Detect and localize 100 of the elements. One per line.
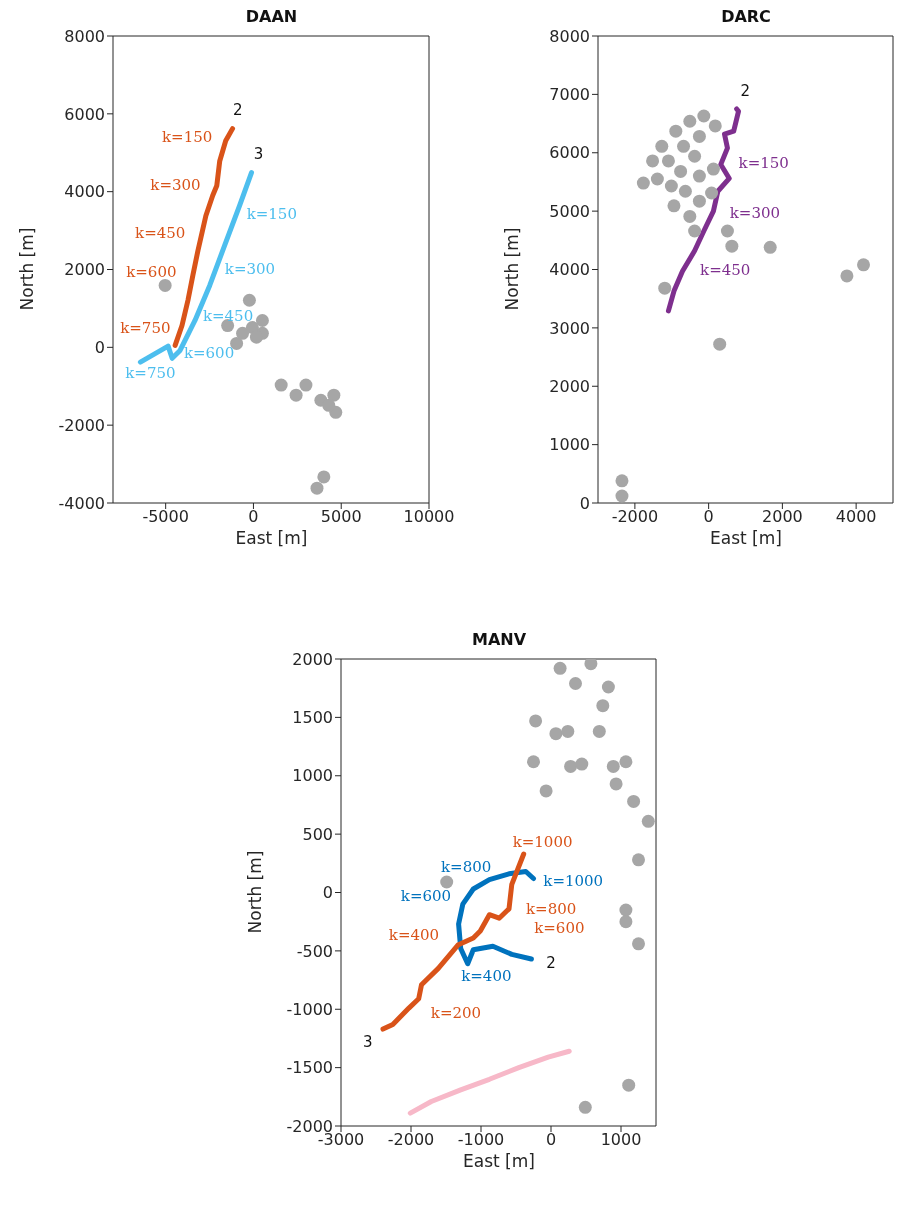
- y-axis-title: North [m]: [502, 227, 522, 310]
- annotation: k=750: [125, 364, 176, 383]
- point: [569, 677, 582, 691]
- y-tick-label: 6000: [64, 104, 105, 124]
- annotation: k=750: [120, 319, 171, 338]
- annotation: k=800: [525, 900, 577, 919]
- point: [592, 724, 606, 738]
- point: [601, 680, 615, 694]
- point: [627, 794, 641, 808]
- annotation: k=150: [738, 154, 789, 173]
- point: [619, 755, 633, 769]
- x-tick-label: 5000: [320, 507, 362, 527]
- point: [667, 199, 681, 213]
- point: [615, 474, 629, 488]
- x-tick-label: 10000: [403, 507, 455, 527]
- point: [683, 114, 697, 128]
- y-tick-label: -4000: [58, 493, 105, 513]
- point: [575, 757, 589, 771]
- point: [527, 755, 540, 769]
- y-tick-label: 1000: [549, 435, 590, 455]
- point: [274, 378, 288, 392]
- point: [692, 194, 706, 208]
- y-tick-label: 1000: [292, 766, 333, 786]
- point: [622, 1078, 636, 1092]
- series-label: 3: [363, 1033, 373, 1052]
- annotation: k=600: [400, 887, 452, 906]
- y-tick-label: -500: [296, 941, 333, 961]
- point: [664, 179, 678, 193]
- point: [632, 937, 645, 951]
- x-tick-label: -5000: [142, 507, 189, 527]
- x-tick-label: 0: [703, 507, 714, 527]
- point: [636, 176, 650, 190]
- x-tick-label: -2000: [611, 507, 659, 527]
- point: [669, 124, 683, 138]
- point: [708, 119, 722, 133]
- y-tick-label: 6000: [549, 143, 590, 163]
- point: [688, 149, 702, 163]
- point: [658, 281, 672, 295]
- series-label: 3: [253, 145, 264, 164]
- point: [697, 109, 711, 123]
- y-tick-label: 8000: [549, 26, 590, 46]
- series-label: 2: [233, 100, 243, 119]
- y-tick-label: 7000: [549, 85, 590, 105]
- point: [440, 875, 454, 889]
- x-tick-label: 1000: [600, 1130, 642, 1150]
- y-tick-label: 2000: [549, 376, 590, 396]
- y-axis-title: North [m]: [17, 227, 37, 310]
- point: [606, 759, 620, 773]
- point: [289, 388, 303, 402]
- y-tick-label: 8000: [64, 26, 105, 46]
- point: [619, 915, 633, 929]
- point: [683, 209, 697, 223]
- point: [529, 714, 543, 728]
- y-tick-label: 2000: [292, 649, 333, 669]
- y-tick-label: 5000: [549, 201, 590, 221]
- series-label: 2: [740, 82, 751, 101]
- point: [641, 814, 655, 828]
- point: [609, 777, 623, 791]
- point: [578, 1100, 592, 1114]
- point: [310, 481, 324, 495]
- point: [650, 172, 664, 186]
- x-axis-title: East [m]: [234, 528, 309, 548]
- annotation: k=150: [162, 127, 213, 146]
- point: [840, 269, 854, 283]
- annotation: k=300: [224, 259, 276, 278]
- annotation: k=450: [700, 261, 751, 280]
- point: [713, 337, 727, 351]
- x-axis-title: East [m]: [462, 1151, 536, 1171]
- y-tick-label: -1000: [286, 999, 333, 1019]
- point: [619, 903, 633, 917]
- annotation: k=1000: [512, 832, 573, 851]
- annotation: k=150: [246, 204, 297, 223]
- point: [857, 258, 870, 272]
- point: [692, 169, 706, 183]
- y-tick-label: 2000: [64, 260, 105, 280]
- point: [584, 659, 598, 671]
- annotation: k=450: [135, 223, 186, 242]
- y-tick-label: 4000: [549, 260, 590, 280]
- chart-title: DAAN: [244, 7, 299, 26]
- point: [158, 278, 172, 292]
- point: [553, 661, 567, 675]
- x-tick-label: 4000: [835, 507, 877, 527]
- x-tick-label: -2000: [387, 1130, 435, 1150]
- x-tick-label: -1000: [457, 1130, 505, 1150]
- point: [596, 699, 610, 713]
- point: [615, 489, 629, 503]
- point: [720, 224, 734, 238]
- y-tick-label: 1500: [292, 708, 333, 728]
- y-tick-label: 0: [94, 338, 105, 358]
- point: [678, 184, 692, 198]
- series-label: 2: [546, 953, 556, 972]
- annotation: k=600: [126, 262, 177, 281]
- annotation: k=1000: [543, 872, 604, 891]
- annotation: k=300: [150, 175, 201, 194]
- point: [706, 162, 720, 176]
- annotation: k=600: [183, 344, 235, 363]
- point: [317, 470, 331, 484]
- point: [674, 164, 688, 178]
- point: [236, 326, 250, 340]
- point: [763, 240, 777, 254]
